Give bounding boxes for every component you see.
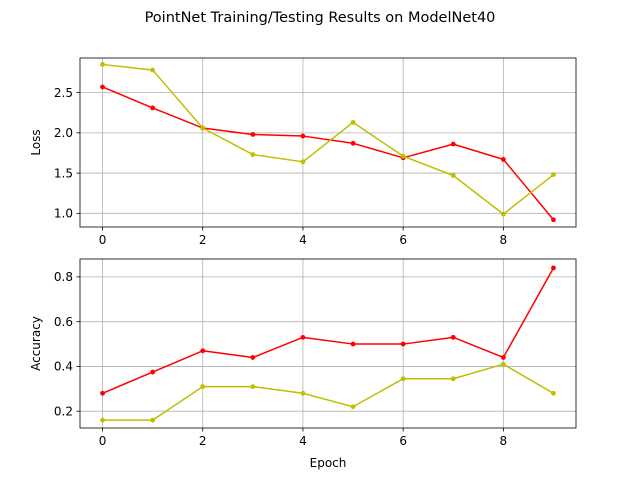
accuracy-series-1-point xyxy=(500,361,506,367)
loss-series-0-point xyxy=(350,140,356,146)
loss-series-0-point xyxy=(150,105,156,111)
loss-y-axis-label: Loss xyxy=(29,129,43,155)
loss-series-0-point xyxy=(551,217,556,223)
loss-axes-frame xyxy=(79,57,577,228)
loss-series-1-point xyxy=(450,173,456,178)
loss-series-1-point xyxy=(250,152,256,157)
loss-series-0-point xyxy=(450,141,456,147)
accuracy-y-tick-label: 0.4 xyxy=(54,360,73,374)
accuracy-x-tick-label: 6 xyxy=(399,434,407,448)
accuracy-series-0-point xyxy=(350,341,356,347)
accuracy-series-1-point xyxy=(150,417,156,423)
loss-series-0-point xyxy=(250,132,256,137)
accuracy-panel: 0 2 4 6 8 0.2 0.4 0.6 0.8 Accuracy xyxy=(29,258,577,448)
accuracy-series-1-point xyxy=(100,417,105,423)
accuracy-y-tick-label: 0.2 xyxy=(54,405,73,419)
loss-series-1-point xyxy=(500,211,506,217)
accuracy-x-tick-label: 4 xyxy=(299,434,307,448)
loss-x-tick-label: 4 xyxy=(299,233,307,247)
accuracy-x-tick-label: 2 xyxy=(199,434,207,448)
loss-series-0-point xyxy=(100,84,105,90)
loss-series-1-point xyxy=(350,119,356,125)
loss-y-tick-label: 2.5 xyxy=(54,86,73,100)
accuracy-series-1-point xyxy=(551,390,556,396)
loss-series-1-point xyxy=(200,125,206,131)
accuracy-series-1-line xyxy=(102,363,554,421)
loss-x-tick-label: 2 xyxy=(199,233,207,247)
x-axis-label: Epoch xyxy=(310,456,347,470)
accuracy-series-0-point xyxy=(100,390,105,396)
accuracy-series-1-point xyxy=(450,376,456,382)
accuracy-series-0-point xyxy=(150,369,156,375)
loss-y-tick-label: 2.0 xyxy=(54,126,73,140)
loss-series-1-line xyxy=(102,63,554,215)
accuracy-axes-frame xyxy=(79,258,577,429)
accuracy-y-tick-label: 0.8 xyxy=(54,270,73,284)
loss-series-0-line xyxy=(102,86,555,221)
accuracy-series-1-point xyxy=(350,404,356,410)
chart-title: PointNet Training/Testing Results on Mod… xyxy=(145,10,496,26)
loss-series-1-point xyxy=(100,62,105,67)
loss-x-tick-label: 8 xyxy=(500,233,508,247)
loss-y-tick-label: 1.0 xyxy=(54,207,73,221)
accuracy-series-0-point xyxy=(200,348,206,354)
accuracy-series-1-point xyxy=(300,390,306,396)
accuracy-series-1-point xyxy=(250,384,256,389)
accuracy-x-tick-label: 0 xyxy=(99,434,107,448)
loss-series-1-point xyxy=(551,172,556,178)
accuracy-series-1-point xyxy=(400,376,406,382)
accuracy-y-tick-label: 0.6 xyxy=(54,315,73,329)
accuracy-series-0-point xyxy=(250,355,256,360)
accuracy-series-0-line xyxy=(102,267,555,394)
loss-series-0-point xyxy=(500,157,506,162)
accuracy-y-axis-label: Accuracy xyxy=(29,316,43,371)
accuracy-x-tick-label: 8 xyxy=(500,434,508,448)
accuracy-series-0-point xyxy=(300,334,306,340)
loss-x-tick-label: 6 xyxy=(399,233,407,247)
loss-series-0-point xyxy=(300,133,306,139)
loss-series-1-point xyxy=(400,153,406,159)
loss-y-tick-label: 1.5 xyxy=(54,166,73,180)
accuracy-series-0-point xyxy=(450,334,456,340)
accuracy-series-0-point xyxy=(400,341,406,347)
accuracy-series-0-point xyxy=(500,355,506,360)
accuracy-series-1-point xyxy=(200,384,206,389)
loss-panel: 0 2 4 6 8 1.0 1.5 2.0 2.5 Loss xyxy=(29,57,577,247)
loss-series-1-point xyxy=(150,67,156,73)
loss-x-tick-label: 0 xyxy=(99,233,107,247)
loss-series-1-point xyxy=(300,159,306,165)
accuracy-series-0-point xyxy=(551,265,556,271)
